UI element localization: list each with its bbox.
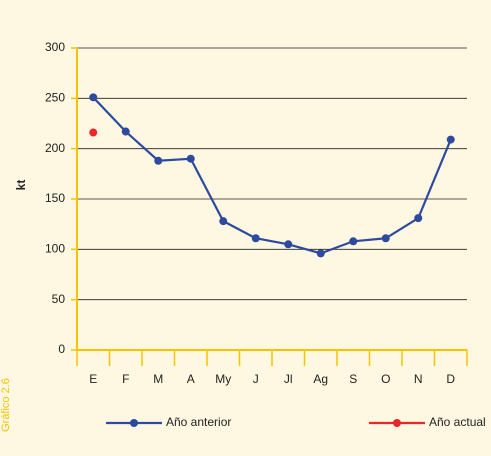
y-tick-label: 200 <box>45 141 65 155</box>
x-tick-label: M <box>153 372 163 386</box>
y-tick-label: 150 <box>45 191 65 205</box>
legend-label: Año anterior <box>166 415 231 429</box>
point-marker <box>251 234 260 243</box>
point-marker <box>121 127 130 136</box>
point-marker <box>284 240 293 249</box>
x-tick-label: S <box>349 372 357 386</box>
side-label: Gráfico 2.6 <box>0 378 12 432</box>
y-axis-label: kt <box>14 180 28 191</box>
point-marker <box>316 249 325 258</box>
x-tick-label: J <box>253 372 259 386</box>
x-tick-label: My <box>215 372 231 386</box>
legend-marker <box>393 419 401 427</box>
point-marker <box>381 234 390 243</box>
point-marker <box>414 214 423 223</box>
x-tick-label: F <box>122 372 129 386</box>
x-tick-label: O <box>381 372 390 386</box>
x-tick-label: E <box>89 372 97 386</box>
y-tick-label: 300 <box>45 40 65 54</box>
x-tick-label: Jl <box>284 372 293 386</box>
y-tick-label: 250 <box>45 91 65 105</box>
point-marker <box>89 128 98 137</box>
series-line <box>92 96 452 255</box>
x-tick-label: N <box>414 372 423 386</box>
point-marker <box>446 135 455 144</box>
x-tick-label: A <box>187 372 195 386</box>
point-marker <box>349 237 358 246</box>
legend-marker <box>130 419 138 427</box>
y-tick-label: 50 <box>52 292 66 306</box>
point-marker <box>219 217 228 226</box>
point-marker <box>89 93 98 102</box>
point-marker <box>154 156 163 165</box>
x-tick-label: Ag <box>313 372 328 386</box>
y-tick-label: 100 <box>45 242 65 256</box>
legend-label: Año actual <box>429 415 486 429</box>
y-tick-label: 0 <box>58 342 65 356</box>
point-marker <box>186 154 195 163</box>
x-tick-label: D <box>446 372 455 386</box>
